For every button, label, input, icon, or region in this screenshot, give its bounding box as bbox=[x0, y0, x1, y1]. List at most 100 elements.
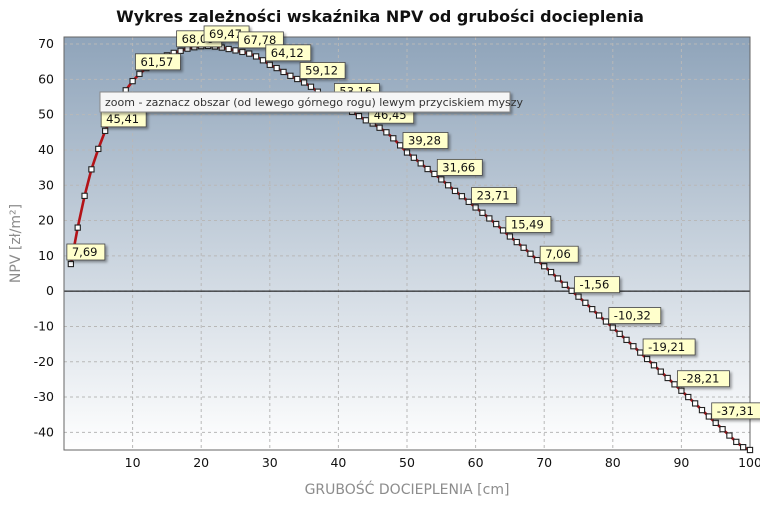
data-point[interactable] bbox=[294, 75, 301, 83]
data-point[interactable] bbox=[225, 45, 232, 53]
data-point[interactable] bbox=[486, 215, 493, 222]
data-point[interactable] bbox=[431, 170, 438, 178]
x-tick-label: 80 bbox=[605, 455, 621, 470]
data-point[interactable] bbox=[746, 446, 754, 454]
data-point[interactable] bbox=[691, 400, 699, 407]
data-label: 67,78 bbox=[237, 31, 284, 49]
y-tick-label: 60 bbox=[38, 71, 54, 86]
data-point[interactable] bbox=[287, 72, 294, 79]
data-point[interactable] bbox=[685, 393, 692, 401]
data-point[interactable] bbox=[239, 48, 246, 56]
data-point[interactable] bbox=[88, 166, 95, 173]
data-point[interactable] bbox=[609, 324, 616, 331]
data-label-box bbox=[265, 44, 312, 62]
data-point[interactable] bbox=[568, 287, 575, 294]
data-point[interactable] bbox=[506, 233, 514, 240]
data-point[interactable] bbox=[499, 227, 507, 234]
data-point[interactable] bbox=[362, 117, 369, 124]
data-point[interactable] bbox=[259, 57, 267, 64]
data-point[interactable] bbox=[438, 176, 445, 183]
data-point[interactable] bbox=[383, 129, 390, 136]
data-point[interactable] bbox=[657, 368, 664, 375]
data-point[interactable] bbox=[177, 47, 184, 54]
y-tick-label: 50 bbox=[38, 107, 54, 122]
data-point[interactable] bbox=[589, 306, 596, 313]
data-label-box bbox=[436, 158, 483, 176]
x-tick-label: 10 bbox=[125, 455, 141, 470]
data-point[interactable] bbox=[246, 50, 253, 57]
data-label: 39,28 bbox=[402, 132, 449, 149]
data-point[interactable] bbox=[136, 70, 143, 77]
data-label: -37,31 bbox=[711, 402, 760, 420]
y-tick-label: -30 bbox=[34, 389, 54, 404]
data-point[interactable] bbox=[273, 64, 280, 72]
data-point[interactable] bbox=[541, 263, 548, 270]
data-point[interactable] bbox=[81, 192, 88, 199]
data-point[interactable] bbox=[410, 154, 418, 161]
data-point[interactable] bbox=[424, 165, 431, 173]
x-tick-label: 20 bbox=[193, 455, 209, 470]
data-point[interactable] bbox=[390, 135, 397, 142]
data-point[interactable] bbox=[547, 268, 555, 276]
data-point[interactable] bbox=[671, 381, 678, 388]
data-point[interactable] bbox=[102, 127, 109, 135]
data-label-text: 31,66 bbox=[442, 160, 475, 174]
data-point[interactable] bbox=[376, 124, 383, 131]
data-point[interactable] bbox=[74, 224, 81, 231]
data-point[interactable] bbox=[266, 61, 273, 68]
data-point[interactable] bbox=[561, 281, 568, 288]
data-point[interactable] bbox=[280, 68, 287, 76]
data-point[interactable] bbox=[520, 244, 527, 251]
data-point[interactable] bbox=[465, 198, 472, 205]
data-point[interactable] bbox=[95, 145, 102, 153]
data-point[interactable] bbox=[252, 53, 260, 60]
data-point[interactable] bbox=[479, 209, 486, 216]
data-point[interactable] bbox=[445, 182, 452, 189]
data-point[interactable] bbox=[705, 413, 712, 420]
data-point[interactable] bbox=[534, 256, 541, 264]
data-point[interactable] bbox=[739, 444, 747, 451]
data-point[interactable] bbox=[719, 426, 726, 433]
x-tick-label: 50 bbox=[399, 455, 415, 470]
data-label-text: -1,56 bbox=[580, 278, 610, 292]
data-point[interactable] bbox=[403, 149, 411, 156]
data-point[interactable] bbox=[67, 260, 75, 268]
data-point[interactable] bbox=[733, 438, 740, 446]
data-point[interactable] bbox=[623, 336, 630, 344]
data-point[interactable] bbox=[451, 187, 459, 195]
data-point[interactable] bbox=[527, 250, 534, 257]
data-point[interactable] bbox=[630, 343, 637, 350]
data-point[interactable] bbox=[698, 406, 706, 414]
chart-title: Wykres zależności wskaźnika NPV od grubo… bbox=[116, 7, 644, 26]
data-point[interactable] bbox=[129, 77, 136, 85]
data-point[interactable] bbox=[616, 330, 623, 338]
data-point[interactable] bbox=[307, 83, 315, 90]
data-point[interactable] bbox=[595, 312, 603, 319]
data-label: 64,12 bbox=[265, 44, 312, 62]
data-point[interactable] bbox=[602, 318, 610, 325]
x-axis-label: GRUBOŚĆ DOCIEPLENIA [cm] bbox=[305, 480, 510, 498]
data-point[interactable] bbox=[678, 387, 685, 394]
data-point[interactable] bbox=[712, 419, 719, 427]
data-point[interactable] bbox=[643, 355, 651, 363]
data-point[interactable] bbox=[650, 362, 658, 369]
data-point[interactable] bbox=[355, 112, 363, 120]
data-point[interactable] bbox=[458, 193, 466, 200]
data-point[interactable] bbox=[396, 142, 404, 149]
data-point[interactable] bbox=[664, 374, 671, 382]
data-point[interactable] bbox=[232, 47, 239, 54]
data-point[interactable] bbox=[582, 299, 589, 306]
data-label-box bbox=[135, 53, 181, 71]
data-point[interactable] bbox=[637, 349, 644, 356]
data-point[interactable] bbox=[554, 275, 562, 282]
data-point[interactable] bbox=[726, 432, 733, 439]
data-point[interactable] bbox=[513, 238, 520, 246]
data-point[interactable] bbox=[575, 293, 582, 300]
data-point[interactable] bbox=[472, 204, 479, 211]
data-point[interactable] bbox=[300, 79, 308, 86]
data-point[interactable] bbox=[493, 220, 500, 228]
data-point[interactable] bbox=[417, 160, 424, 167]
data-label-text: -19,21 bbox=[648, 340, 685, 354]
